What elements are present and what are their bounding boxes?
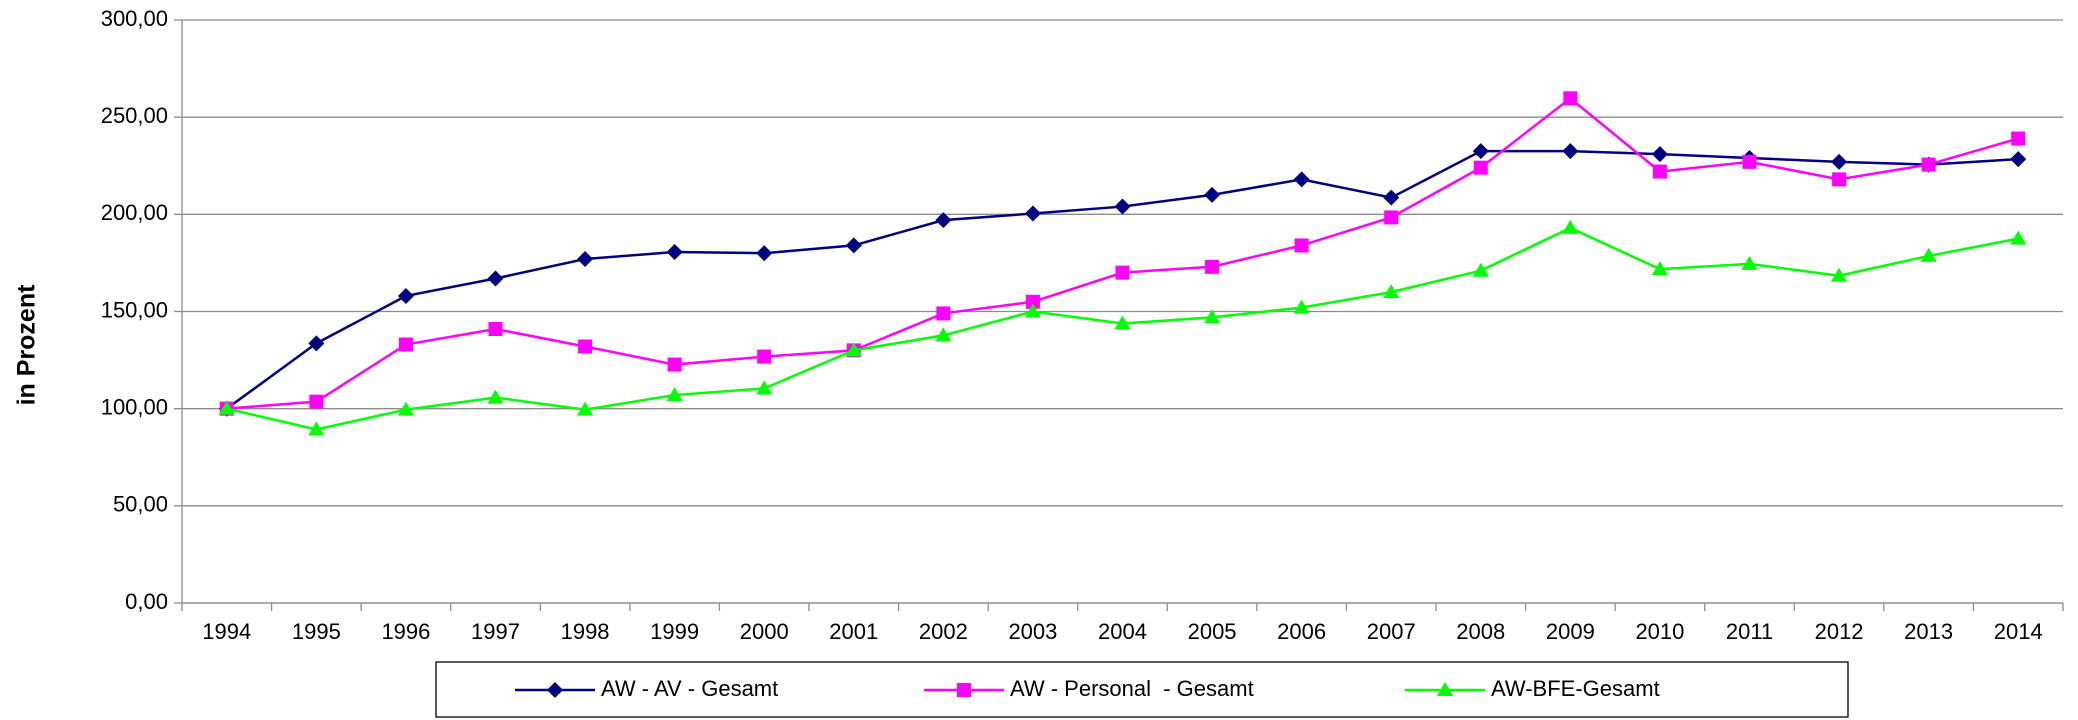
data-point (398, 337, 413, 352)
x-tick-label: 2014 (1994, 619, 2043, 644)
legend-label: AW-BFE-Gesamt (1491, 676, 1660, 701)
legend-label: AW - AV - Gesamt (601, 676, 778, 701)
data-point (578, 339, 593, 354)
legend-marker (957, 683, 971, 697)
data-point (845, 342, 862, 357)
legend-marker (1437, 682, 1453, 696)
x-tick-label: 2008 (1456, 619, 1505, 644)
y-tick-label: 250,00 (101, 103, 168, 128)
x-tick-label: 2000 (740, 619, 789, 644)
data-point (756, 245, 773, 262)
data-point (218, 400, 235, 415)
x-tick-label: 2003 (1008, 619, 1057, 644)
data-point (1651, 146, 1668, 163)
data-point (1205, 259, 1220, 274)
x-tick-label: 2012 (1815, 619, 1864, 644)
data-point (935, 327, 952, 342)
data-point (2010, 151, 2027, 168)
data-point (1742, 154, 1757, 169)
x-tick-label: 1994 (202, 619, 251, 644)
data-point (1383, 189, 1400, 206)
data-point (935, 212, 952, 229)
data-point (1293, 299, 1310, 314)
legend-label: AW - Personal - Gesamt (1010, 676, 1254, 701)
x-tick-label: 2010 (1635, 619, 1684, 644)
data-point (1562, 143, 1579, 160)
data-point (1741, 255, 1758, 270)
data-point (1384, 210, 1399, 225)
data-point (1293, 171, 1310, 188)
y-tick-label: 150,00 (101, 297, 168, 322)
data-point (1115, 265, 1130, 280)
data-point (309, 394, 324, 409)
x-tick-label: 2001 (829, 619, 878, 644)
data-point (2010, 230, 2027, 245)
data-point (757, 349, 772, 364)
data-point (1473, 160, 1488, 175)
data-point (1294, 238, 1309, 253)
x-tick-label: 2007 (1367, 619, 1416, 644)
data-point (1383, 284, 1400, 299)
data-point (1562, 219, 1579, 234)
data-point (845, 237, 862, 254)
x-tick-label: 2002 (919, 619, 968, 644)
y-tick-label: 100,00 (101, 394, 168, 419)
data-point (1832, 172, 1847, 187)
x-tick-label: 2006 (1277, 619, 1326, 644)
x-tick-label: 1999 (650, 619, 699, 644)
data-point (488, 321, 503, 336)
y-tick-label: 0,00 (125, 589, 168, 614)
data-point (577, 401, 594, 416)
data-point (1472, 143, 1489, 160)
x-tick-label: 2013 (1904, 619, 1953, 644)
y-axis-label: in Prozent (13, 284, 41, 406)
data-point (1025, 294, 1040, 309)
legend-box (435, 661, 1849, 718)
data-point (667, 357, 682, 372)
data-point (2011, 131, 2026, 146)
data-point (577, 251, 594, 268)
data-point (1831, 153, 1848, 170)
x-tick-label: 1996 (381, 619, 430, 644)
data-point (936, 306, 951, 321)
x-tick-label: 2011 (1726, 619, 1773, 644)
data-point (487, 270, 504, 287)
y-tick-label: 50,00 (113, 492, 168, 517)
x-tick-label: 1995 (292, 619, 341, 644)
data-point (756, 380, 773, 395)
data-point (1114, 198, 1131, 215)
data-point (666, 387, 683, 402)
data-point (1204, 186, 1221, 203)
x-tick-label: 1998 (561, 619, 610, 644)
x-tick-label: 2004 (1098, 619, 1147, 644)
x-tick-label: 2005 (1188, 619, 1237, 644)
data-point (1472, 262, 1489, 277)
data-point (1831, 267, 1848, 282)
data-point (397, 287, 414, 304)
data-point (487, 389, 504, 404)
data-point (1921, 157, 1936, 172)
data-point (1024, 303, 1041, 318)
data-point (1563, 91, 1578, 106)
data-point (666, 244, 683, 261)
data-point (1651, 261, 1668, 276)
data-point (308, 421, 325, 436)
data-point (1652, 164, 1667, 179)
data-point (397, 401, 414, 416)
y-tick-label: 200,00 (101, 200, 168, 225)
data-point (308, 335, 325, 352)
series-line (226, 96, 2019, 410)
x-tick-label: 2009 (1546, 619, 1595, 644)
x-tick-label: 1997 (471, 619, 520, 644)
data-point (1920, 247, 1937, 262)
data-point (1204, 309, 1221, 324)
data-point (1024, 205, 1041, 222)
legend-marker (547, 682, 563, 698)
data-point (1114, 315, 1131, 330)
y-tick-label: 300,00 (101, 6, 168, 31)
